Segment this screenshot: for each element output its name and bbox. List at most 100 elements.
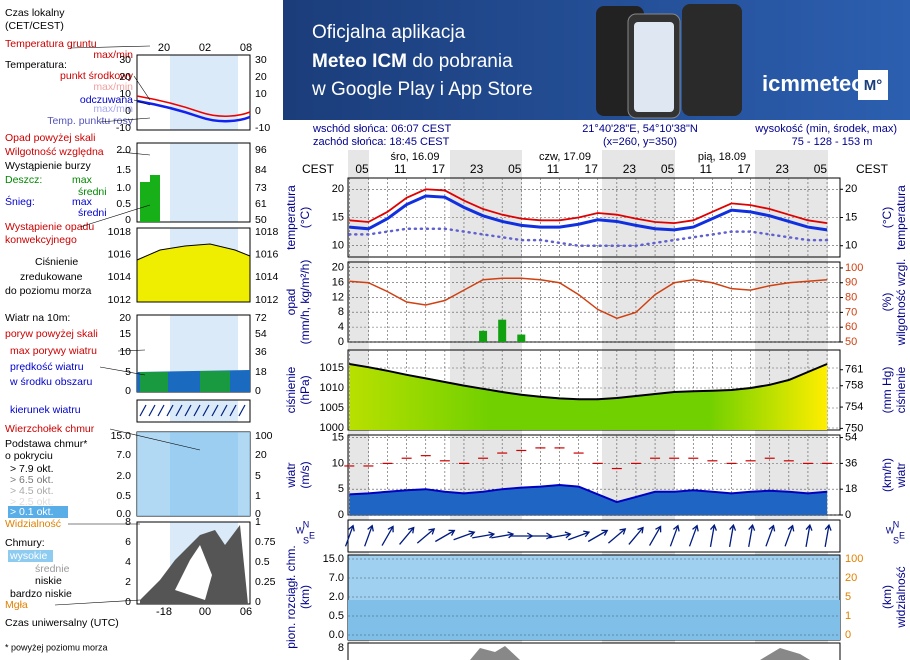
y-tick-label: 0.5 — [329, 610, 344, 622]
legend-item: niskie — [35, 575, 62, 587]
y2-tick-label: 100 — [845, 262, 863, 274]
arrow-shaft — [728, 525, 735, 547]
axis-label: (km) — [298, 585, 312, 609]
axis-label: wilgotność wzgl. — [894, 259, 908, 347]
arrow-head — [407, 526, 415, 534]
axis-label: (km) — [880, 585, 894, 609]
y-tick-label: 1015 — [320, 362, 344, 374]
arrow-head — [367, 524, 374, 532]
arrow-head — [348, 524, 355, 532]
legend-item: > 6.5 okt. — [10, 474, 54, 486]
logo: icmmeteo — [762, 71, 865, 96]
y-tick-label: 1005 — [320, 402, 344, 414]
legend-item: Temperatura gruntu — [5, 38, 97, 50]
legend-item: Wystąpienie opadu — [5, 221, 94, 233]
wind-arrow — [688, 524, 699, 547]
legend-item: Wilgotność względna — [5, 146, 104, 158]
legend-tick-label: 20 — [119, 71, 131, 83]
y-tick-label: 20 — [332, 261, 344, 273]
legend-item: o pokryciu — [5, 450, 53, 462]
legend-item: Wiatr na 10m: — [5, 312, 70, 324]
y2-tick-label: 50 — [845, 336, 857, 348]
legend-wind-arrow — [184, 404, 192, 417]
legend-item: Czas lokalny — [5, 7, 65, 19]
y-tick-label: 8 — [338, 306, 344, 318]
legend-tick-label: 0 — [255, 105, 261, 117]
hour-label: 05 — [508, 162, 522, 176]
y-tick-label: 15 — [332, 211, 344, 223]
legend-wind-arrow — [148, 404, 156, 417]
y2-tick-label: 80 — [845, 291, 857, 303]
sunset: zachód słońca: 18:45 CEST — [313, 136, 450, 148]
legend-connector — [133, 75, 151, 101]
arrow-shaft — [399, 527, 415, 545]
humidity-line — [349, 277, 828, 320]
y-tick-label: 0 — [338, 509, 344, 521]
axis-label: (hPa) — [298, 375, 312, 404]
legend-item: wysokie — [9, 550, 48, 562]
legend-tick-label: 0.5 — [116, 490, 131, 502]
legend-connector — [133, 99, 151, 106]
legend-pressure — [136, 243, 251, 303]
legend-item: średnie — [35, 563, 70, 575]
wind-arrow — [587, 529, 609, 543]
arrow-head — [692, 524, 699, 532]
legend-temp-red — [136, 95, 251, 117]
wind-arrow — [824, 523, 832, 547]
precip-bar — [479, 330, 488, 342]
arrow-head — [729, 523, 737, 531]
y-tick-label: 10 — [332, 457, 344, 469]
axis-label: pion. rozciągł. chm. — [284, 545, 298, 648]
arrow-head — [824, 523, 832, 531]
wind-arrow — [381, 525, 394, 546]
arrow-shaft — [688, 525, 698, 547]
hour-label: 23 — [623, 162, 637, 176]
legend-item: Ciśnienie — [35, 256, 78, 268]
hour-label: 05 — [814, 162, 828, 176]
legend-item: średni — [78, 186, 107, 198]
legend-tick-label: 18 — [255, 366, 267, 378]
legend-tick-label: 15 — [119, 328, 131, 340]
legend-item: max/min — [93, 103, 133, 115]
timezone: CEST — [856, 162, 889, 176]
legend-tick-label: 2.0 — [116, 470, 131, 482]
y-tick-label: 12 — [332, 291, 344, 303]
arrow-head — [601, 529, 609, 536]
axis-label: widzialność — [894, 566, 908, 628]
legend-highlight — [8, 506, 68, 518]
y2-tick-label: 90 — [845, 277, 857, 289]
wind-arrow — [364, 524, 374, 547]
arrow-head — [488, 531, 496, 539]
legend-tick-label: 84 — [255, 164, 267, 176]
wind-arrow — [416, 528, 436, 544]
hour-label: 05 — [661, 162, 675, 176]
grid-point: (x=260, y=350) — [603, 136, 677, 148]
legend-item: poryw powyżej skali — [5, 328, 98, 340]
legend-item: do poziomu morza — [5, 285, 92, 297]
arrow-shaft — [381, 526, 394, 546]
legend-item: Podstawa chmur* — [5, 438, 87, 450]
arrow-head — [768, 524, 776, 532]
y2-tick-label: 5 — [845, 591, 851, 603]
arrow-shaft — [453, 531, 475, 541]
wind-arrow — [472, 531, 496, 539]
legend-tick-label: 100 — [255, 430, 273, 442]
legend-hour: 20 — [158, 42, 170, 54]
arrow-shaft — [628, 527, 644, 545]
hour-label: 17 — [432, 162, 446, 176]
arrow-shaft — [548, 533, 571, 539]
legend-tick-label: 0 — [125, 596, 131, 608]
legend-item: Czas uniwersalny (UTC) — [5, 617, 119, 629]
legend-tick-label: 0.5 — [116, 198, 131, 210]
arrow-head — [564, 531, 572, 539]
arrow-shaft — [416, 528, 435, 544]
temperature-line — [349, 188, 828, 225]
y-tick-label: 0.0 — [329, 629, 344, 641]
y-tick-label: 10 — [332, 240, 344, 252]
legend-tick-label: 1014 — [255, 271, 279, 283]
legend-wind-arrow — [157, 404, 165, 417]
compass-letter: N — [893, 519, 900, 529]
arrow-head — [748, 523, 756, 531]
day-label: śro, 16.09 — [391, 151, 440, 163]
arrow-shaft — [587, 529, 608, 543]
